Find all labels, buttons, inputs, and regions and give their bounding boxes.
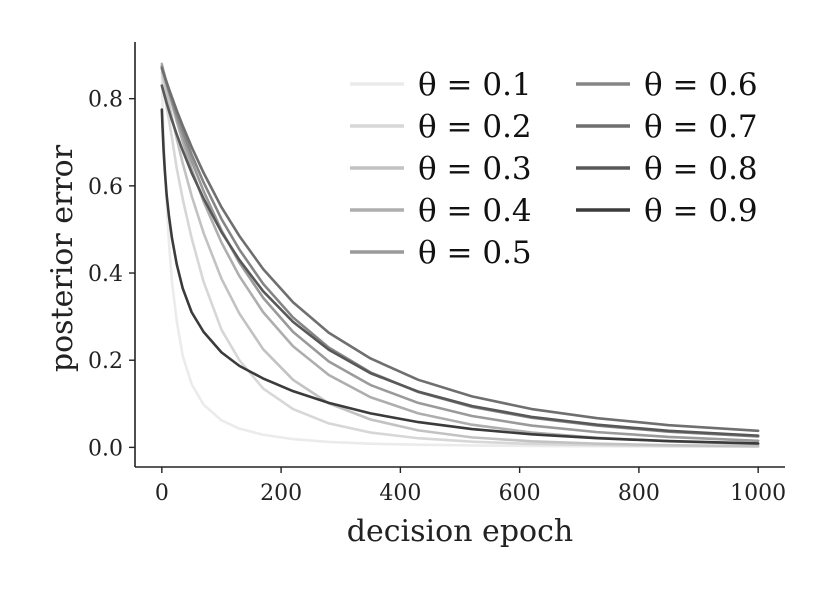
x-ticks: 0 200 400 600 800 1000 (155, 467, 786, 506)
legend-label: θ = 0.1 (418, 67, 532, 103)
y-tick-label: 0.4 (88, 262, 123, 287)
y-ticks: 0.0 0.2 0.4 0.6 0.8 (88, 88, 135, 461)
series-line-9 (160, 108, 760, 445)
series-line-7 (160, 66, 760, 433)
legend-item: θ = 0.6 (576, 67, 758, 103)
y-tick-label: 0.8 (88, 88, 123, 113)
y-axis-label: posterior error (45, 144, 80, 372)
series-line-3 (160, 66, 760, 448)
x-tick-label: 600 (499, 481, 541, 506)
legend-item: θ = 0.5 (350, 235, 532, 271)
legend: θ = 0.1 θ = 0.2 θ = 0.3 θ = 0.4 θ = 0.5 θ = 0… (350, 67, 758, 271)
legend-item: θ = 0.3 (350, 151, 532, 187)
x-tick-label: 1000 (730, 481, 786, 506)
legend-item: θ = 0.7 (576, 109, 758, 145)
x-tick-label: 0 (155, 481, 169, 506)
legend-label: θ = 0.4 (418, 193, 532, 229)
legend-label: θ = 0.5 (418, 235, 532, 271)
legend-item: θ = 0.1 (350, 67, 532, 103)
series-lines (160, 62, 760, 449)
legend-item: θ = 0.4 (350, 193, 532, 229)
x-tick-label: 400 (379, 481, 421, 506)
x-axis-label: decision epoch (347, 514, 573, 549)
y-tick-label: 0.0 (88, 436, 123, 461)
legend-label: θ = 0.2 (418, 109, 532, 145)
x-tick-label: 800 (618, 481, 660, 506)
y-tick-label: 0.6 (88, 175, 123, 200)
y-tick-label: 0.2 (88, 349, 123, 374)
x-tick-label: 200 (260, 481, 302, 506)
series-line-8 (160, 84, 760, 437)
legend-label: θ = 0.7 (644, 109, 758, 145)
legend-item: θ = 0.9 (576, 193, 758, 229)
legend-label: θ = 0.9 (644, 193, 758, 229)
legend-label: θ = 0.3 (418, 151, 532, 187)
legend-item: θ = 0.2 (350, 109, 532, 145)
axes (134, 42, 785, 468)
legend-item: θ = 0.8 (576, 151, 758, 187)
legend-label: θ = 0.6 (644, 67, 758, 103)
legend-label: θ = 0.8 (644, 151, 758, 187)
